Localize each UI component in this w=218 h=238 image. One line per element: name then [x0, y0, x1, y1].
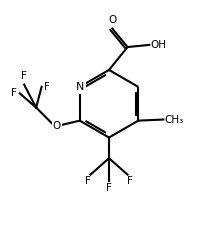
- Text: O: O: [53, 121, 61, 131]
- Text: OH: OH: [150, 40, 166, 50]
- Text: F: F: [44, 82, 50, 92]
- Text: F: F: [106, 183, 112, 193]
- Text: CH₃: CH₃: [164, 114, 184, 124]
- Text: F: F: [85, 176, 91, 186]
- Text: F: F: [127, 176, 133, 186]
- Text: F: F: [11, 88, 17, 98]
- Text: F: F: [21, 71, 27, 81]
- Text: O: O: [108, 15, 116, 25]
- Text: N: N: [76, 82, 84, 92]
